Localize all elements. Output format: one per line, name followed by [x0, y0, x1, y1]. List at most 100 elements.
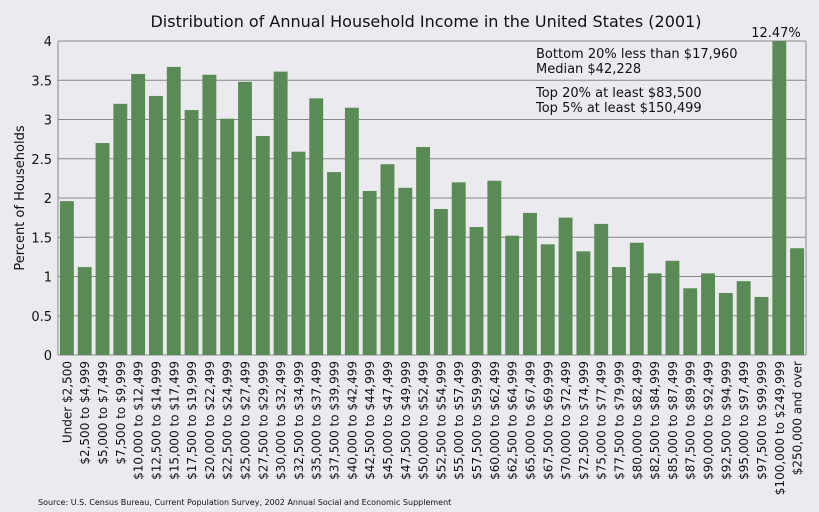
y-tick-label: 3 — [44, 114, 52, 129]
bar — [718, 292, 733, 355]
x-tick-label: $80,000 to $82,499 — [630, 361, 644, 480]
x-tick-label: $87,500 to $89,999 — [684, 361, 698, 480]
x-tick-label: $20,000 to $22,499 — [203, 361, 217, 480]
x-tick-label: $70,000 to $72,499 — [559, 361, 573, 480]
bar — [131, 73, 146, 355]
x-tick-label: $60,000 to $62,499 — [488, 361, 502, 480]
y-tick-label: 1 — [44, 271, 52, 286]
y-tick-label: 0.5 — [31, 310, 52, 325]
bar — [416, 146, 431, 355]
bar — [149, 95, 163, 355]
bar — [469, 227, 484, 355]
x-tick-label: $12,500 to $14,999 — [149, 361, 163, 480]
stat-top-20: Top 20% at least $83,500 — [535, 86, 702, 101]
x-tick-label: $82,500 to $84,999 — [648, 361, 662, 480]
y-tick-label: 2.5 — [31, 153, 52, 168]
bar — [309, 98, 324, 356]
y-axis-label: Percent of Households — [13, 125, 28, 271]
bar — [523, 212, 537, 355]
y-tick-label: 2 — [44, 192, 52, 207]
y-tick-label: 3.5 — [31, 74, 52, 89]
y-tick-label: 1.5 — [31, 231, 52, 246]
x-tick-label: $25,000 to $27,499 — [239, 361, 253, 480]
x-tick-label: $7,500 to $9,999 — [114, 361, 128, 465]
x-tick-label: $95,000 to $97,499 — [737, 361, 751, 480]
bar — [380, 164, 395, 355]
stat-median: Median $42,228 — [536, 62, 641, 77]
bar — [612, 267, 626, 355]
x-tick-label: $85,000 to $87,499 — [666, 361, 680, 480]
bar — [291, 151, 306, 355]
x-tick-label: $27,500 to $29,999 — [256, 361, 270, 480]
bar — [451, 182, 466, 355]
bar — [202, 74, 217, 355]
bar — [576, 251, 591, 355]
x-tick-label: $65,000 to $67,499 — [523, 361, 537, 480]
x-tick-label: $75,000 to $77,499 — [595, 361, 609, 480]
x-tick-label: $50,000 to $52,499 — [417, 361, 431, 480]
bar — [754, 296, 769, 355]
x-tick-label: $250,000 and over — [791, 361, 805, 475]
x-tick-label: $37,500 to $39,999 — [328, 361, 342, 480]
x-tick-label: $22,500 to $24,999 — [221, 361, 235, 480]
bar — [540, 244, 555, 355]
bar — [701, 273, 715, 355]
x-tick-label: $100,000 to $249,999 — [773, 361, 787, 495]
bar — [77, 267, 92, 355]
x-tick-label: $47,500 to $49,999 — [399, 361, 413, 480]
bar — [327, 172, 341, 355]
bar — [487, 180, 502, 355]
x-tick-label: $67,500 to $69,999 — [541, 361, 555, 480]
bar — [113, 103, 128, 355]
x-tick-label: $2,500 to $4,999 — [78, 361, 92, 465]
source-note: Source: U.S. Census Bureau, Current Popu… — [38, 498, 451, 507]
x-tick-label: $17,500 to $19,999 — [185, 361, 199, 480]
chart-title: Distribution of Annual Household Income … — [150, 12, 701, 31]
y-tick-label: 4 — [44, 35, 52, 50]
x-tick-label: $52,500 to $54,999 — [434, 361, 448, 480]
x-tick-label: $40,000 to $42,499 — [345, 361, 359, 480]
x-tick-label: $42,500 to $44,999 — [363, 361, 377, 480]
bar — [273, 71, 288, 356]
x-tick-label: $92,500 to $94,999 — [719, 361, 733, 480]
x-tick-label: $55,000 to $57,499 — [452, 361, 466, 480]
x-tick-label: $32,500 to $34,999 — [292, 361, 306, 480]
bar — [59, 201, 74, 355]
y-tick-label: 0 — [44, 349, 52, 364]
x-tick-label: $5,000 to $7,499 — [96, 361, 110, 465]
x-tick-label: $15,000 to $17,499 — [167, 361, 181, 480]
bar — [558, 217, 573, 355]
x-tick-label: $57,500 to $59,999 — [470, 361, 484, 480]
x-tick-label: $72,500 to $74,999 — [577, 361, 591, 480]
bar — [238, 81, 252, 355]
x-tick-label: $97,500 to $99,999 — [755, 361, 769, 480]
x-tick-label: $62,500 to $64,999 — [506, 361, 520, 480]
bar — [255, 135, 270, 355]
x-tick-label: $35,000 to $37,499 — [310, 361, 324, 480]
bar — [95, 143, 110, 355]
bar — [594, 223, 609, 355]
bar — [647, 273, 662, 355]
x-tick-label: $30,000 to $32,499 — [274, 361, 288, 480]
bar — [362, 190, 377, 355]
x-tick-label: $45,000 to $47,499 — [381, 361, 395, 480]
bar — [398, 187, 413, 355]
stat-top-5: Top 5% at least $150,499 — [535, 101, 702, 116]
bar — [683, 288, 698, 355]
bar — [665, 260, 680, 355]
bar — [166, 66, 181, 355]
bar — [220, 118, 235, 355]
bar — [433, 208, 448, 355]
bar — [505, 235, 520, 355]
bar — [184, 110, 199, 355]
stat-bottom-20: Bottom 20% less than $17,960 — [536, 47, 738, 62]
bar — [736, 281, 751, 355]
bar — [790, 248, 805, 355]
bar — [772, 41, 787, 355]
x-tick-label: $90,000 to $92,499 — [702, 361, 716, 480]
x-tick-label: $10,000 to $12,499 — [132, 361, 146, 480]
x-tick-label: Under $2,500 — [60, 361, 74, 443]
x-tick-label: $77,500 to $79,999 — [613, 361, 627, 480]
bar — [344, 107, 359, 355]
